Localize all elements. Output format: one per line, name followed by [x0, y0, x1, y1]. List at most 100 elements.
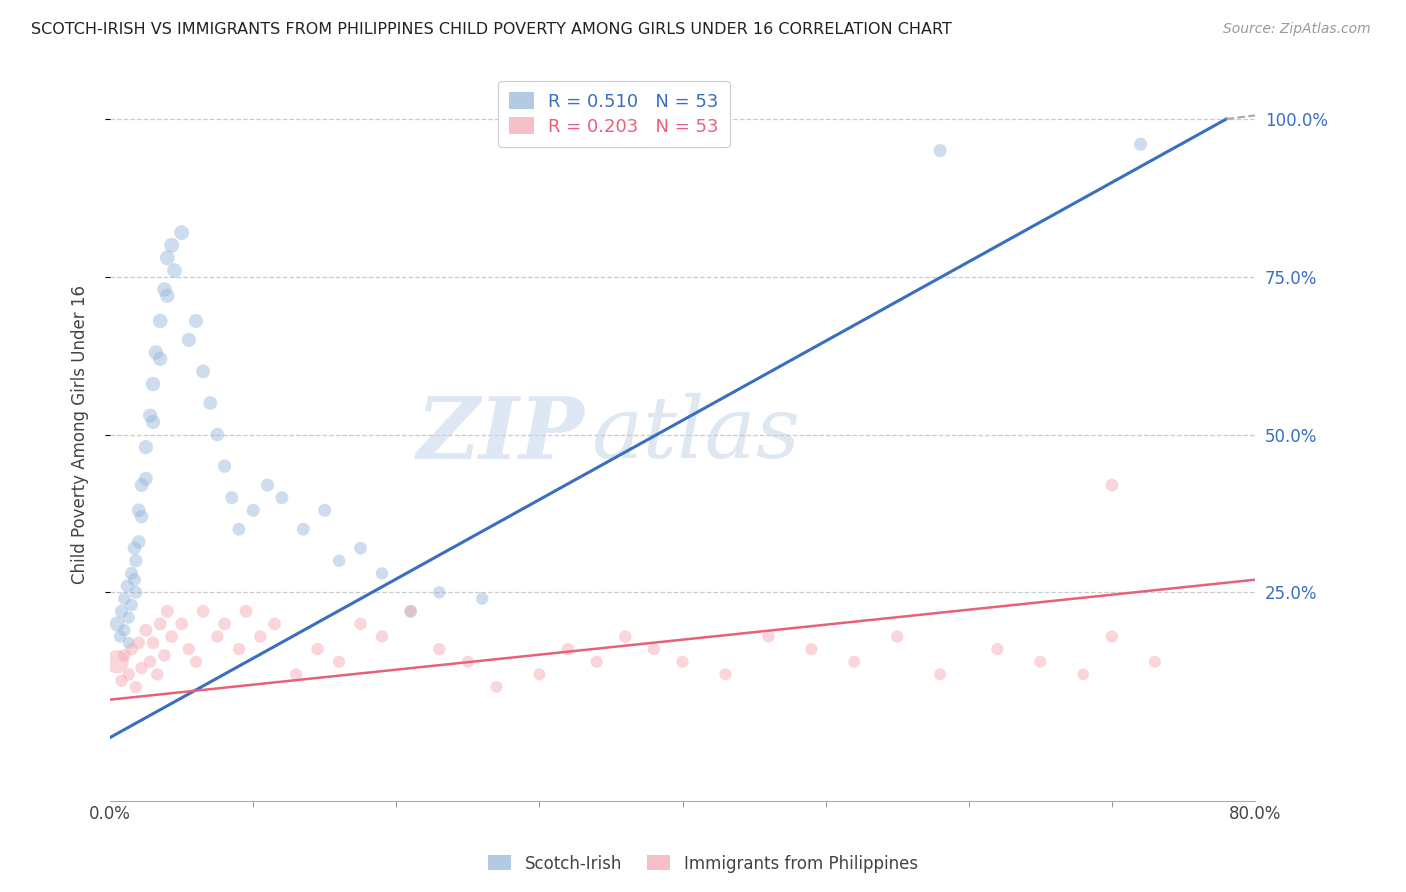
Point: [191, 604, 214, 618]
Point: [285, 667, 308, 681]
Point: [643, 642, 665, 657]
Legend: Scotch-Irish, Immigrants from Philippines: Scotch-Irish, Immigrants from Philippine…: [481, 848, 925, 880]
Point: [714, 667, 737, 681]
Point: [118, 610, 141, 624]
Point: [214, 459, 236, 474]
Text: ZIP: ZIP: [418, 392, 585, 476]
Point: [228, 642, 250, 657]
Point: [235, 604, 257, 618]
Point: [131, 509, 153, 524]
Y-axis label: Child Poverty Among Girls Under 16: Child Poverty Among Girls Under 16: [72, 285, 89, 584]
Point: [207, 630, 229, 644]
Point: [529, 667, 551, 681]
Point: [117, 579, 139, 593]
Point: [156, 251, 179, 265]
Point: [328, 655, 350, 669]
Point: [1129, 137, 1152, 152]
Point: [207, 427, 229, 442]
Text: atlas: atlas: [591, 393, 800, 476]
Point: [156, 289, 179, 303]
Point: [112, 648, 135, 663]
Point: [929, 144, 952, 158]
Point: [125, 554, 148, 568]
Point: [585, 655, 607, 669]
Legend: R = 0.510   N = 53, R = 0.203   N = 53: R = 0.510 N = 53, R = 0.203 N = 53: [498, 81, 730, 147]
Point: [557, 642, 579, 657]
Text: Source: ZipAtlas.com: Source: ZipAtlas.com: [1223, 22, 1371, 37]
Point: [128, 503, 150, 517]
Point: [121, 566, 143, 581]
Point: [371, 630, 394, 644]
Point: [184, 655, 207, 669]
Point: [758, 630, 780, 644]
Point: [105, 616, 128, 631]
Point: [118, 667, 141, 681]
Point: [142, 636, 165, 650]
Point: [328, 554, 350, 568]
Point: [135, 440, 157, 454]
Point: [986, 642, 1008, 657]
Point: [800, 642, 823, 657]
Point: [112, 624, 135, 638]
Point: [844, 655, 866, 669]
Point: [270, 491, 292, 505]
Point: [471, 591, 494, 606]
Point: [1071, 667, 1094, 681]
Point: [160, 238, 183, 252]
Point: [142, 377, 165, 392]
Point: [1101, 478, 1123, 492]
Point: [145, 345, 167, 359]
Point: [399, 604, 422, 618]
Point: [160, 630, 183, 644]
Point: [177, 333, 200, 347]
Point: [125, 680, 148, 694]
Point: [110, 604, 132, 618]
Point: [112, 591, 135, 606]
Point: [485, 680, 508, 694]
Point: [427, 585, 450, 599]
Point: [614, 630, 637, 644]
Point: [314, 503, 336, 517]
Point: [146, 667, 169, 681]
Point: [128, 636, 150, 650]
Point: [149, 351, 172, 366]
Point: [307, 642, 329, 657]
Point: [214, 616, 236, 631]
Point: [153, 282, 176, 296]
Point: [256, 478, 278, 492]
Point: [156, 604, 179, 618]
Point: [149, 616, 172, 631]
Point: [349, 616, 371, 631]
Point: [135, 472, 157, 486]
Point: [1143, 655, 1166, 669]
Point: [163, 263, 186, 277]
Point: [349, 541, 371, 556]
Point: [121, 642, 143, 657]
Point: [249, 630, 271, 644]
Point: [457, 655, 479, 669]
Point: [221, 491, 243, 505]
Point: [671, 655, 693, 669]
Point: [128, 534, 150, 549]
Point: [139, 409, 162, 423]
Point: [427, 642, 450, 657]
Point: [886, 630, 908, 644]
Text: SCOTCH-IRISH VS IMMIGRANTS FROM PHILIPPINES CHILD POVERTY AMONG GIRLS UNDER 16 C: SCOTCH-IRISH VS IMMIGRANTS FROM PHILIPPI…: [31, 22, 952, 37]
Point: [131, 478, 153, 492]
Point: [242, 503, 264, 517]
Point: [153, 648, 176, 663]
Point: [263, 616, 285, 631]
Point: [1029, 655, 1052, 669]
Point: [108, 630, 131, 644]
Point: [105, 655, 128, 669]
Point: [1101, 630, 1123, 644]
Point: [170, 616, 193, 631]
Point: [170, 226, 193, 240]
Point: [110, 673, 132, 688]
Point: [118, 636, 141, 650]
Point: [131, 661, 153, 675]
Point: [149, 314, 172, 328]
Point: [929, 667, 952, 681]
Point: [184, 314, 207, 328]
Point: [371, 566, 394, 581]
